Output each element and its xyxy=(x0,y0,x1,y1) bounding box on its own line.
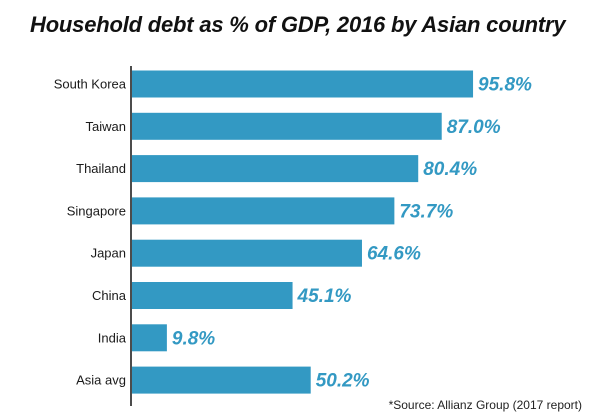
value-label-asia-avg: 50.2% xyxy=(316,371,370,392)
bar-south-korea xyxy=(132,70,474,98)
bars-group: South Korea 95.8% Taiwan 87.0% Thailand 80.4%… xyxy=(54,70,532,394)
category-label-china: China xyxy=(92,288,127,303)
bar-asia-avg xyxy=(132,366,311,394)
bar-thailand xyxy=(132,155,419,183)
value-label-china: 45.1% xyxy=(297,286,352,307)
category-label-singapore: Singapore xyxy=(67,203,126,218)
value-label-japan: 64.6% xyxy=(367,244,421,265)
source-note: *Source: Allianz Group (2017 report) xyxy=(388,398,582,412)
category-label-thailand: Thailand xyxy=(76,161,126,176)
value-label-thailand: 80.4% xyxy=(423,159,477,180)
chart-title: Household debt as % of GDP, 2016 by Asia… xyxy=(30,12,566,37)
value-label-singapore: 73.7% xyxy=(399,201,453,222)
category-label-asia-avg: Asia avg xyxy=(76,373,126,388)
bar-singapore xyxy=(132,197,395,225)
category-label-india: India xyxy=(98,330,127,345)
value-label-taiwan: 87.0% xyxy=(447,117,501,138)
bar-taiwan xyxy=(132,112,442,140)
bar-japan xyxy=(132,239,362,267)
value-label-south-korea: 95.8% xyxy=(478,75,532,96)
value-label-india: 9.8% xyxy=(172,328,215,349)
bar-china xyxy=(132,282,293,309)
category-label-japan: Japan xyxy=(91,246,126,261)
category-label-south-korea: South Korea xyxy=(54,77,127,92)
bar-india xyxy=(132,324,167,352)
category-label-taiwan: Taiwan xyxy=(86,119,126,134)
